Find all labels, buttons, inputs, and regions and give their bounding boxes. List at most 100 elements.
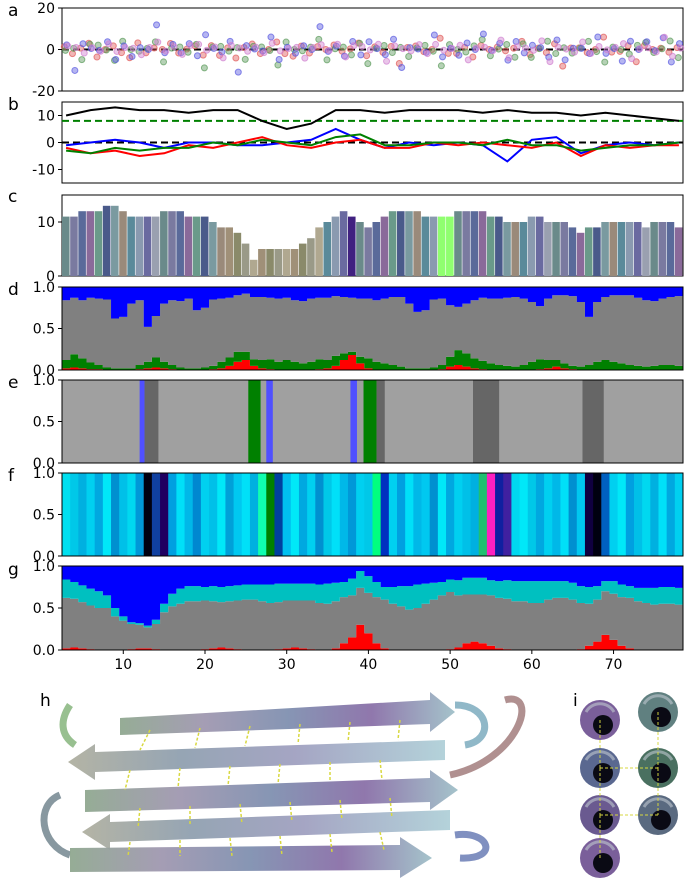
hbond-lines bbox=[124, 719, 401, 857]
panel-f-ytick-label: 0.0 bbox=[33, 549, 55, 565]
strand-3 bbox=[85, 770, 458, 812]
stripe bbox=[568, 473, 578, 556]
scatter-point bbox=[561, 56, 569, 64]
scatter-point bbox=[176, 43, 184, 51]
scatter-point bbox=[390, 35, 398, 43]
scatter-point bbox=[594, 33, 602, 41]
scatter-point bbox=[365, 38, 373, 46]
scatter-point bbox=[266, 47, 274, 55]
panel-d: 1.0 0.5 0.0 bbox=[33, 280, 684, 379]
scatter-point bbox=[405, 53, 413, 61]
scatter-point bbox=[275, 55, 283, 63]
panel-g-xtick-label: 20 bbox=[196, 657, 214, 673]
bar bbox=[584, 227, 593, 276]
bar bbox=[323, 222, 332, 276]
scatter-point bbox=[398, 63, 406, 71]
scatter-point bbox=[479, 30, 487, 38]
strand-1 bbox=[120, 692, 455, 735]
stripe bbox=[601, 473, 610, 556]
bar bbox=[307, 238, 315, 276]
stripe bbox=[405, 473, 414, 556]
scatter-point bbox=[478, 36, 486, 44]
stripe bbox=[233, 473, 243, 556]
stripe bbox=[86, 473, 96, 556]
stripe bbox=[486, 473, 496, 556]
panel-g-layer bbox=[62, 571, 683, 628]
panel-a-ytick-label: 20 bbox=[37, 1, 55, 17]
scatter-point bbox=[235, 44, 243, 52]
scatter-point bbox=[186, 41, 194, 49]
scatter-point bbox=[267, 33, 275, 41]
stripe bbox=[478, 473, 488, 556]
bar bbox=[282, 249, 291, 276]
helix-core bbox=[593, 853, 613, 873]
scatter-point bbox=[113, 47, 121, 55]
segment bbox=[350, 380, 357, 463]
scatter-point bbox=[128, 53, 136, 61]
stripe bbox=[593, 473, 602, 556]
scatter-point bbox=[423, 50, 431, 58]
scatter-point bbox=[660, 33, 668, 41]
bar bbox=[609, 222, 618, 276]
bar bbox=[364, 227, 372, 276]
panel-g-ytick-label: 0.5 bbox=[33, 601, 55, 617]
bar bbox=[429, 216, 438, 276]
stripe bbox=[347, 473, 357, 556]
scatter-point bbox=[97, 47, 105, 55]
scatter-point bbox=[80, 49, 88, 57]
scatter-point bbox=[559, 62, 567, 70]
stripe bbox=[135, 473, 145, 556]
scatter-point bbox=[527, 53, 535, 61]
scatter-point bbox=[162, 47, 170, 55]
helix-core bbox=[651, 763, 671, 783]
scatter-point bbox=[137, 51, 145, 59]
panel-g: 1.0 0.5 0.0 10 20 30 40 50 60 70 bbox=[33, 559, 684, 673]
scatter-point bbox=[268, 39, 276, 47]
stripe bbox=[151, 473, 161, 556]
scatter-point bbox=[429, 47, 437, 55]
panel-label-c: c bbox=[8, 187, 17, 207]
stripe bbox=[290, 473, 300, 556]
scatter-point bbox=[391, 42, 399, 50]
scatter-point bbox=[227, 41, 235, 49]
loop-right-low bbox=[454, 830, 490, 862]
scatter-point bbox=[72, 43, 80, 51]
stripe bbox=[184, 473, 194, 556]
bar bbox=[184, 216, 193, 276]
bar bbox=[495, 216, 503, 276]
scatter-point bbox=[285, 45, 293, 53]
panel-a-ytick-label: -20 bbox=[32, 84, 55, 100]
scatter-point bbox=[538, 37, 546, 45]
bar bbox=[315, 227, 323, 276]
stripe bbox=[519, 473, 529, 556]
scatter-point bbox=[358, 42, 366, 50]
bar bbox=[576, 232, 585, 276]
stripe bbox=[437, 473, 447, 556]
bar bbox=[568, 227, 577, 276]
series-line bbox=[65, 106, 680, 131]
stripe bbox=[102, 473, 112, 556]
scatter-point bbox=[570, 48, 578, 56]
helix-core bbox=[651, 810, 671, 830]
bar bbox=[233, 232, 242, 276]
loop-right-top bbox=[454, 701, 489, 749]
stripe bbox=[94, 473, 104, 556]
stripe bbox=[642, 473, 651, 556]
scatter-point bbox=[587, 49, 595, 57]
beta-sheet-structure bbox=[40, 692, 526, 878]
scatter-point bbox=[636, 45, 644, 53]
scatter-point bbox=[78, 56, 86, 64]
stripe bbox=[495, 473, 504, 556]
stripe bbox=[339, 473, 349, 556]
panel-g-xtick-label: 50 bbox=[441, 657, 459, 673]
scatter-point bbox=[617, 46, 625, 53]
stripe bbox=[78, 473, 88, 556]
stripe bbox=[429, 473, 439, 556]
scatter-point bbox=[339, 43, 347, 51]
scatter-point bbox=[102, 46, 110, 54]
scatter-point bbox=[552, 50, 560, 58]
scatter-point bbox=[510, 44, 518, 52]
scatter-point bbox=[439, 53, 447, 61]
stripe bbox=[576, 473, 586, 556]
scatter-point bbox=[129, 44, 137, 52]
